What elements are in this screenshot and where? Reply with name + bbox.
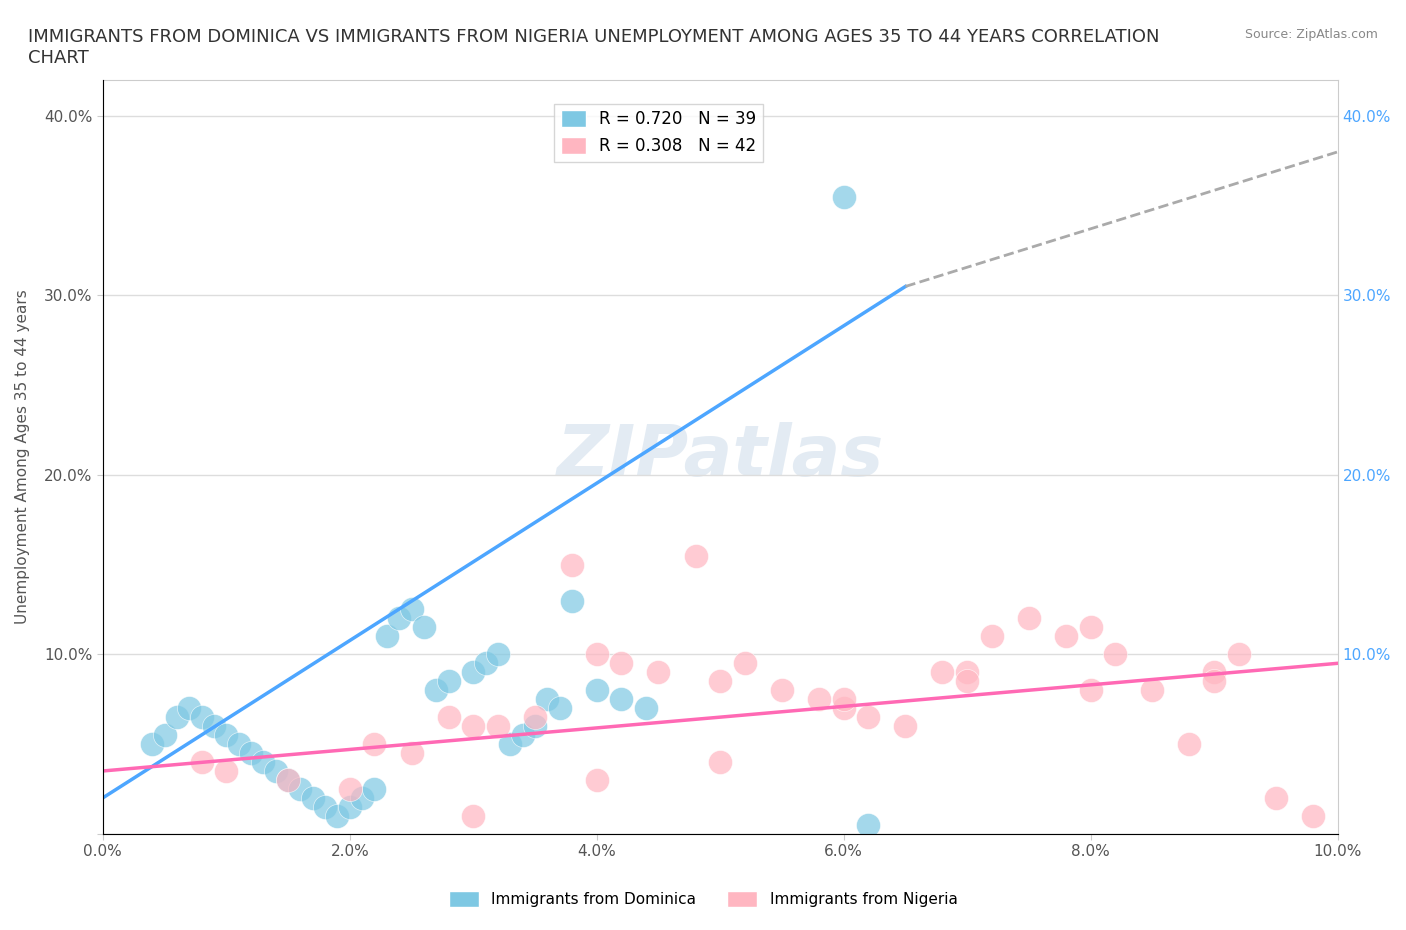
Point	[956, 674, 979, 689]
Y-axis label: Unemployment Among Ages 35 to 44 years: Unemployment Among Ages 35 to 44 years	[15, 289, 30, 624]
Point	[463, 808, 485, 823]
Point	[215, 727, 238, 742]
Point	[1302, 808, 1324, 823]
Point	[1204, 674, 1226, 689]
Point	[290, 781, 312, 796]
Point	[610, 692, 633, 707]
Point	[1142, 683, 1164, 698]
Point	[734, 656, 756, 671]
Point	[179, 700, 201, 715]
Point	[832, 700, 855, 715]
Point	[486, 719, 509, 734]
Point	[326, 808, 349, 823]
Point	[463, 719, 485, 734]
Point	[1080, 620, 1102, 635]
Point	[980, 629, 1002, 644]
Point	[685, 548, 707, 563]
Text: Source: ZipAtlas.com: Source: ZipAtlas.com	[1244, 28, 1378, 41]
Point	[512, 727, 534, 742]
Point	[894, 719, 917, 734]
Point	[401, 602, 423, 617]
Point	[524, 719, 547, 734]
Point	[1104, 647, 1126, 662]
Point	[388, 611, 411, 626]
Legend: R = 0.720   N = 39, R = 0.308   N = 42: R = 0.720 N = 39, R = 0.308 N = 42	[554, 103, 763, 162]
Point	[252, 754, 274, 769]
Point	[1018, 611, 1040, 626]
Point	[301, 790, 323, 805]
Point	[339, 800, 361, 815]
Point	[858, 710, 880, 724]
Text: IMMIGRANTS FROM DOMINICA VS IMMIGRANTS FROM NIGERIA UNEMPLOYMENT AMONG AGES 35 T: IMMIGRANTS FROM DOMINICA VS IMMIGRANTS F…	[28, 28, 1160, 67]
Point	[363, 737, 385, 751]
Point	[585, 773, 607, 788]
Point	[548, 700, 571, 715]
Point	[463, 665, 485, 680]
Point	[474, 656, 496, 671]
Point	[215, 764, 238, 778]
Point	[770, 683, 793, 698]
Point	[339, 781, 361, 796]
Point	[1204, 665, 1226, 680]
Point	[363, 781, 385, 796]
Point	[277, 773, 299, 788]
Point	[956, 665, 979, 680]
Point	[153, 727, 176, 742]
Point	[561, 557, 583, 572]
Point	[486, 647, 509, 662]
Point	[610, 656, 633, 671]
Point	[709, 674, 731, 689]
Point	[1264, 790, 1286, 805]
Point	[240, 746, 263, 761]
Point	[1054, 629, 1077, 644]
Point	[202, 719, 225, 734]
Point	[832, 190, 855, 205]
Point	[931, 665, 953, 680]
Point	[375, 629, 398, 644]
Point	[499, 737, 522, 751]
Point	[585, 647, 607, 662]
Point	[858, 817, 880, 832]
Point	[314, 800, 336, 815]
Point	[437, 674, 460, 689]
Point	[190, 754, 212, 769]
Text: ZIPatlas: ZIPatlas	[557, 422, 884, 491]
Point	[1178, 737, 1201, 751]
Point	[352, 790, 374, 805]
Point	[401, 746, 423, 761]
Point	[585, 683, 607, 698]
Point	[228, 737, 250, 751]
Point	[808, 692, 831, 707]
Point	[832, 692, 855, 707]
Point	[166, 710, 188, 724]
Point	[524, 710, 547, 724]
Point	[264, 764, 287, 778]
Point	[437, 710, 460, 724]
Point	[1080, 683, 1102, 698]
Point	[277, 773, 299, 788]
Point	[561, 593, 583, 608]
Point	[141, 737, 163, 751]
Point	[412, 620, 434, 635]
Point	[647, 665, 669, 680]
Point	[1227, 647, 1250, 662]
Point	[709, 754, 731, 769]
Legend: Immigrants from Dominica, Immigrants from Nigeria: Immigrants from Dominica, Immigrants fro…	[443, 884, 963, 913]
Point	[425, 683, 447, 698]
Point	[536, 692, 558, 707]
Point	[636, 700, 658, 715]
Point	[190, 710, 212, 724]
